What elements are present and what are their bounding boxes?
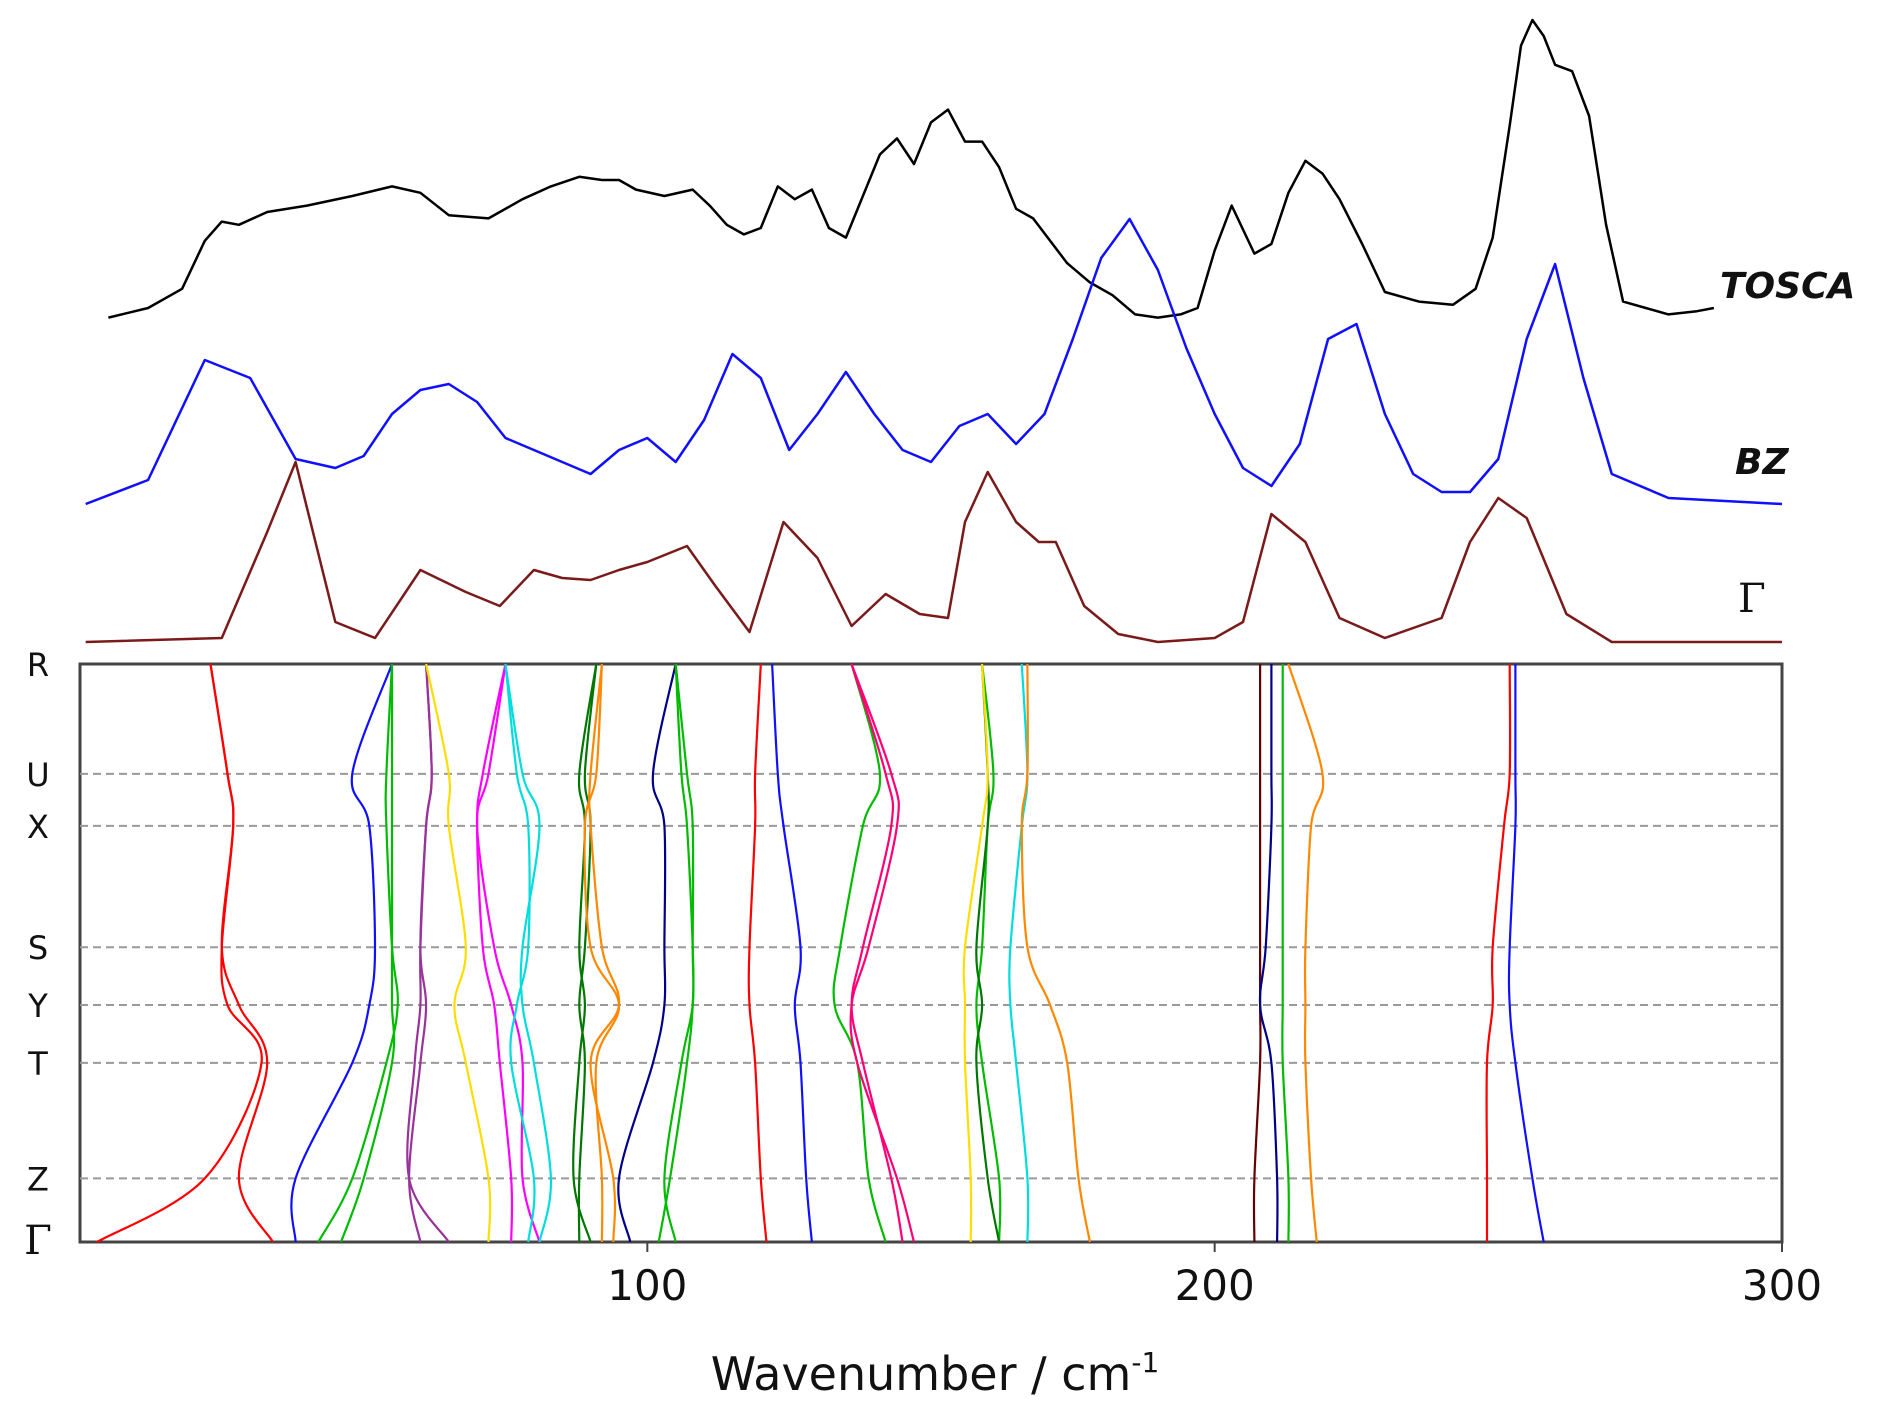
x-tick-label: 200 — [1175, 1261, 1255, 1310]
phonon-branch — [1281, 664, 1290, 1243]
phonon-branch — [850, 663, 904, 1243]
phonon-branch — [975, 663, 1002, 1243]
phonon-branch — [747, 663, 768, 1243]
grid-lines — [80, 772, 1782, 1180]
k-point-label: U — [26, 756, 49, 794]
k-point-label: S — [28, 929, 48, 967]
gamma-spectrum-label: Γ — [1738, 576, 1766, 622]
phonon-branch — [504, 663, 553, 1243]
phonon-branch — [1507, 664, 1545, 1243]
phonon-branch — [962, 663, 989, 1243]
phonon-branch — [1287, 663, 1325, 1243]
phonon-branch — [504, 663, 536, 1243]
k-point-label: Z — [27, 1160, 49, 1198]
phonon-branch — [1485, 663, 1512, 1242]
spectrum-bz — [85, 217, 1783, 506]
spectrum-gamma — [85, 460, 1782, 644]
k-point-label: Y — [27, 987, 48, 1025]
x-tick-label: 300 — [1742, 1261, 1822, 1310]
phonon-branch — [406, 663, 450, 1243]
x-tick-labels: 100 200 300 — [607, 1242, 1822, 1310]
spectra-panel — [85, 18, 1783, 644]
phonon-branch — [475, 663, 514, 1243]
bz-label: BZ — [1735, 442, 1789, 483]
phonon-branch — [339, 664, 396, 1243]
phonon-branch — [577, 663, 598, 1243]
k-point-label: R — [27, 646, 49, 684]
phonon-branch — [290, 663, 394, 1243]
phonon-branch — [209, 663, 274, 1243]
phonon-branch — [849, 663, 916, 1243]
spectrum-tosca — [108, 18, 1715, 319]
phonon-branch — [771, 663, 813, 1243]
phonon-branch — [583, 663, 621, 1243]
phonon-branch — [617, 663, 677, 1243]
phonon-branch — [1252, 664, 1262, 1243]
k-point-label: X — [27, 808, 49, 846]
phonon-branch — [832, 663, 887, 1243]
phonon-branch — [588, 663, 621, 1243]
spectra-labels: TOSCA BZ Γ — [1720, 266, 1855, 622]
tosca-label: TOSCA — [1720, 266, 1855, 307]
x-axis-label-superscript: -1 — [1131, 1346, 1159, 1379]
plot-frame — [78, 662, 1784, 1244]
phonon-branch — [1020, 663, 1091, 1243]
phonon-branch — [407, 663, 433, 1243]
x-tick-label: 100 — [607, 1261, 687, 1310]
phonon-branch — [1008, 663, 1030, 1243]
k-point-labels: R UX SYT ZΓ — [24, 646, 52, 1264]
phonon-branch — [657, 663, 695, 1243]
phonon-branch — [96, 663, 263, 1243]
k-point-label: T — [27, 1045, 48, 1083]
phonon-branch — [1258, 664, 1279, 1243]
phonon-branch — [475, 663, 541, 1243]
phonon-branch — [425, 663, 492, 1243]
k-point-label: Γ — [24, 1218, 52, 1264]
dispersion-panel: R UX SYT ZΓ 100 200 300 Wavenumber / cm-1 — [24, 646, 1822, 1401]
x-axis-label: Wavenumber / cm-1 — [711, 1346, 1160, 1401]
phonon-branch — [572, 663, 598, 1243]
phonon-branch — [317, 663, 399, 1243]
branches — [96, 663, 1545, 1243]
